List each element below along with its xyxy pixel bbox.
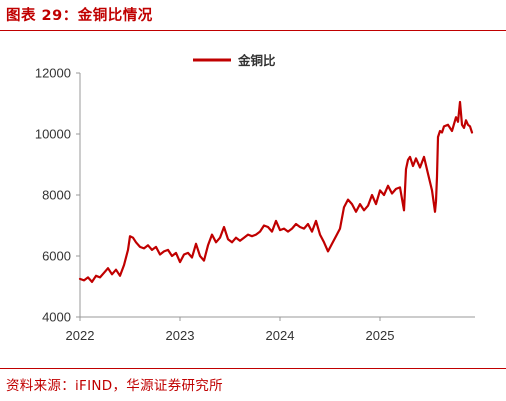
- figure-title: 图表 29：金铜比情况: [6, 8, 153, 24]
- x-tick-label: 2024: [266, 328, 295, 343]
- y-tick-label: 4000: [42, 310, 71, 325]
- source-note: 资料来源：iFIND，华源证券研究所: [6, 378, 223, 394]
- y-tick-label: 6000: [42, 249, 71, 264]
- x-tick-label: 2022: [66, 328, 95, 343]
- y-tick-label: 10000: [35, 127, 71, 142]
- legend-label: 金铜比: [237, 53, 276, 68]
- chart-legend: 金铜比: [193, 53, 276, 68]
- title-rule: [0, 30, 506, 31]
- source-rule: [0, 368, 506, 369]
- x-tick-label: 2023: [166, 328, 195, 343]
- y-tick-label: 8000: [42, 188, 71, 203]
- x-tick-label: 2025: [366, 328, 395, 343]
- plot-area: [78, 100, 474, 283]
- chart-axes: 4000 6000 8000 10000 12000 2022 2023 2024 2025: [35, 66, 475, 343]
- series-line: [78, 100, 474, 283]
- line-chart: 4000 6000 8000 10000 12000 2022 2023 2024 2025 金…: [35, 53, 475, 343]
- y-tick-label: 12000: [35, 66, 71, 81]
